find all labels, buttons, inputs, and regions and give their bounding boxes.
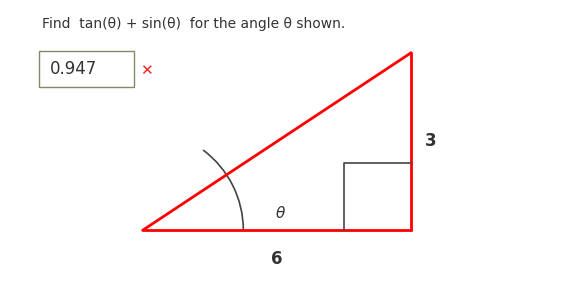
Text: 3: 3 [425,132,437,151]
Text: Find  tan(θ) + sin(θ)  for the angle θ shown.: Find tan(θ) + sin(θ) for the angle θ sho… [42,17,345,31]
Text: ✕: ✕ [140,63,153,78]
FancyBboxPatch shape [39,51,134,87]
Text: 6: 6 [271,250,282,268]
Text: 0.947: 0.947 [50,60,98,78]
Text: θ: θ [276,206,285,221]
